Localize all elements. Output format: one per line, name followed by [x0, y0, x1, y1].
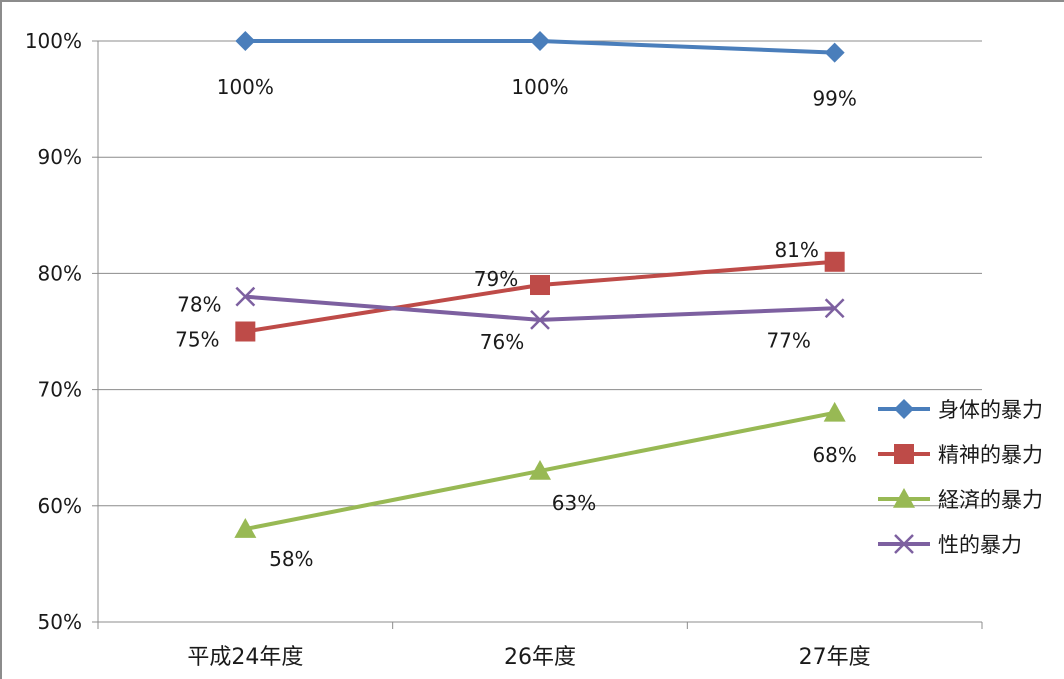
data-labels: 100% 100% 99% 75% 79% 81% 58% 63% 68% 78% 76% 77%	[175, 75, 857, 571]
data-point-marker	[824, 42, 845, 63]
y-tick-label: 70%	[38, 378, 82, 402]
data-label: 100%	[217, 75, 274, 99]
legend-label: 精神的暴力	[938, 443, 1043, 467]
y-tick-label: 60%	[38, 494, 82, 518]
legend-entry: 精神的暴力	[878, 443, 1043, 467]
data-point-marker	[530, 275, 550, 296]
y-tick-label: 90%	[38, 145, 82, 169]
data-point-marker	[235, 286, 256, 307]
data-label: 63%	[552, 491, 596, 515]
data-label: 76%	[480, 330, 524, 354]
data-point-marker	[235, 31, 256, 51]
data-label: 75%	[175, 328, 219, 352]
series	[234, 31, 846, 538]
x-category-label: 26年度	[504, 645, 576, 670]
legend-marker	[894, 444, 914, 464]
legend-entry: 性的暴力	[878, 533, 1022, 557]
gridlines	[98, 40, 982, 507]
data-point-marker	[529, 459, 551, 480]
data-label: 99%	[812, 87, 856, 111]
data-point-marker	[234, 518, 257, 538]
axes: 50% 60% 70% 80% 90% 100% 平成24年度 26年度 27年度	[25, 29, 983, 670]
data-label: 81%	[774, 238, 818, 262]
legend-label: 身体的暴力	[938, 398, 1043, 422]
legend-marker	[894, 534, 914, 554]
data-label: 68%	[812, 443, 856, 467]
legend-label: 経済的暴力	[938, 488, 1043, 512]
y-tick-label: 100%	[25, 29, 82, 53]
legend-marker	[893, 488, 915, 508]
legend-label: 性的暴力	[938, 533, 1022, 557]
y-tick-label: 80%	[38, 261, 82, 285]
legend-entry: 身体的暴力	[878, 398, 1043, 422]
data-label: 58%	[269, 547, 313, 571]
y-tick-label: 50%	[38, 610, 82, 634]
data-label: 78%	[177, 293, 221, 317]
data-point-marker	[824, 251, 845, 272]
data-point-marker	[530, 309, 550, 330]
data-label: 77%	[766, 328, 810, 352]
data-label: 79%	[474, 267, 518, 291]
data-point-marker	[530, 31, 550, 51]
data-point-marker	[235, 321, 256, 342]
data-point-marker	[824, 298, 845, 319]
legend-marker	[894, 399, 914, 419]
data-point-marker	[823, 401, 846, 422]
x-category-label: 平成24年度	[187, 645, 303, 670]
legend-entry: 経済的暴力	[878, 488, 1043, 512]
x-category-label: 27年度	[799, 645, 871, 670]
data-label: 100%	[511, 75, 568, 99]
